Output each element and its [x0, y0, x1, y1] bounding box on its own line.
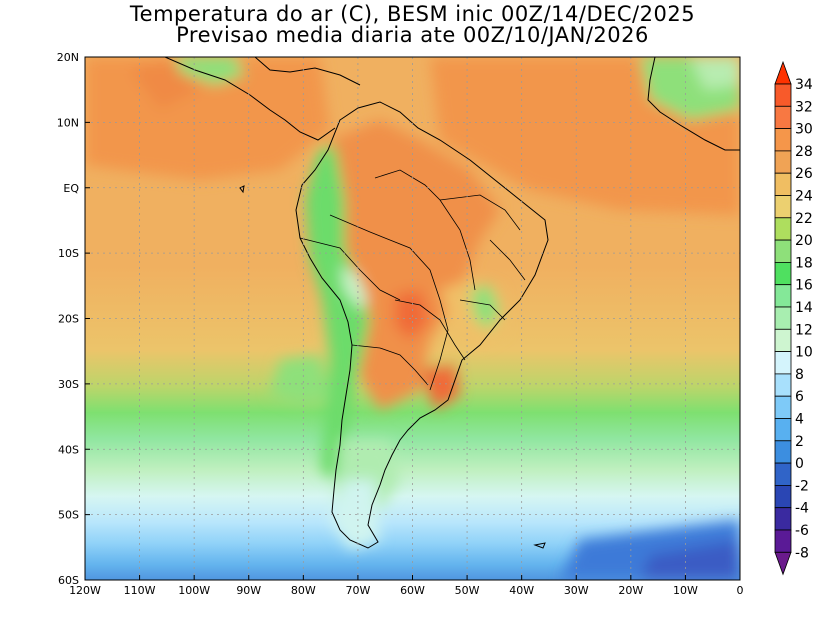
- lon-tick-label: 0: [737, 584, 744, 597]
- colorbar-label: -6: [795, 523, 809, 539]
- lon-tick-label: 110W: [124, 584, 156, 597]
- chart-title-line2: Previsao media diaria ate 00Z/10/JAN/202…: [176, 23, 649, 47]
- lat-tick-label: 20N: [57, 51, 79, 64]
- colorbar-swatch: [774, 195, 792, 219]
- colorbar-swatch: [774, 418, 792, 442]
- falkland-islands: [533, 542, 546, 549]
- lon-tick-label: 30W: [564, 584, 589, 597]
- colorbar-swatch: [774, 395, 792, 419]
- colorbar-label: 26: [795, 166, 813, 182]
- lon-tick-label: 80W: [291, 584, 316, 597]
- colorbar-label: -8: [795, 545, 809, 561]
- colorbar-label: 4: [795, 412, 804, 428]
- colorbar-swatch: [774, 484, 792, 509]
- colorbar-swatch: [774, 172, 792, 196]
- colorbar-label: 0: [795, 456, 804, 472]
- axis-labels: 120W 110W 100W 90W 80W 70W 60W 50W 40W 30W 20W 10W 0…: [57, 51, 744, 597]
- colorbar-label: 28: [795, 144, 813, 160]
- colorbar-label: 30: [795, 122, 813, 138]
- lon-tick-label: 90W: [236, 584, 261, 597]
- lon-tick-label: 20W: [618, 584, 643, 597]
- lat-lon-grid: [85, 57, 740, 580]
- colorbar-swatch: [774, 284, 792, 308]
- colorbar-swatch: [774, 462, 792, 486]
- lon-tick-label: 120W: [69, 584, 101, 597]
- coastlines: [164, 57, 740, 549]
- lon-tick-label: 10W: [673, 584, 698, 597]
- lat-tick-label: 60S: [58, 574, 79, 587]
- temperature-field: [85, 57, 740, 580]
- colorbar-swatch: [774, 328, 792, 352]
- colorbar-label: 10: [795, 345, 813, 361]
- lat-tick-label: 50S: [58, 509, 79, 522]
- colorbar-swatch: [774, 373, 792, 397]
- colorbar-label: 12: [795, 322, 813, 338]
- chart-title-line1: Temperatura do ar (C), BESM inic 00Z/14/…: [129, 2, 696, 26]
- lon-tick-label: 50W: [455, 584, 480, 597]
- colorbar-label: 2: [795, 434, 804, 450]
- colorbar-swatch: [774, 128, 792, 152]
- lat-tick-label: 20S: [58, 313, 79, 326]
- colorbar-label: 8: [795, 367, 804, 383]
- colorbar-swatch: [774, 83, 792, 107]
- lon-tick-label: 40W: [509, 584, 534, 597]
- colorbar-label: -4: [795, 501, 809, 517]
- colorbar-swatch: [774, 351, 792, 375]
- galapagos: [239, 185, 245, 194]
- lon-tick-label: 100W: [178, 584, 210, 597]
- colorbar-label: 14: [795, 300, 813, 316]
- colorbar-label: 24: [795, 189, 813, 205]
- colorbar-label: 34: [795, 77, 813, 93]
- lat-tick-label: 10N: [57, 116, 79, 129]
- lat-tick-label: 30S: [58, 378, 79, 391]
- country-borders: [299, 169, 526, 391]
- lon-tick-label: 60W: [400, 584, 425, 597]
- colorbar-label: 32: [795, 99, 813, 115]
- caribbean-coast: [254, 57, 361, 86]
- lat-tick-label: EQ: [63, 182, 79, 195]
- colorbar-swatch: [774, 507, 792, 531]
- colorbar-label: 6: [795, 389, 804, 405]
- colorbar-label: 22: [795, 211, 813, 227]
- lon-tick-label: 70W: [345, 584, 370, 597]
- africa-coastline: [647, 57, 740, 151]
- south-america-coastline: [295, 101, 549, 549]
- lat-tick-label: 40S: [58, 443, 79, 456]
- colorbar-swatch: [774, 440, 792, 464]
- colorbar-swatch: [774, 105, 792, 130]
- colorbar-label: 16: [795, 278, 813, 294]
- colorbar-swatch: [774, 306, 792, 330]
- central-america-coast: [164, 57, 336, 141]
- colorbar-top-arrow: [774, 60, 792, 85]
- colorbar-bottom-arrow: [774, 551, 792, 576]
- colorbar-swatch: [774, 239, 792, 263]
- colorbar-swatch: [774, 217, 792, 241]
- colorbar-swatch: [774, 529, 792, 553]
- lat-tick-label: 10S: [58, 247, 79, 260]
- colorbar-label: 18: [795, 255, 813, 271]
- colorbar-label: -2: [795, 478, 809, 494]
- colorbar-swatch: [774, 261, 792, 286]
- colorbar-swatch: [774, 150, 792, 174]
- colorbar-label: 20: [795, 233, 813, 249]
